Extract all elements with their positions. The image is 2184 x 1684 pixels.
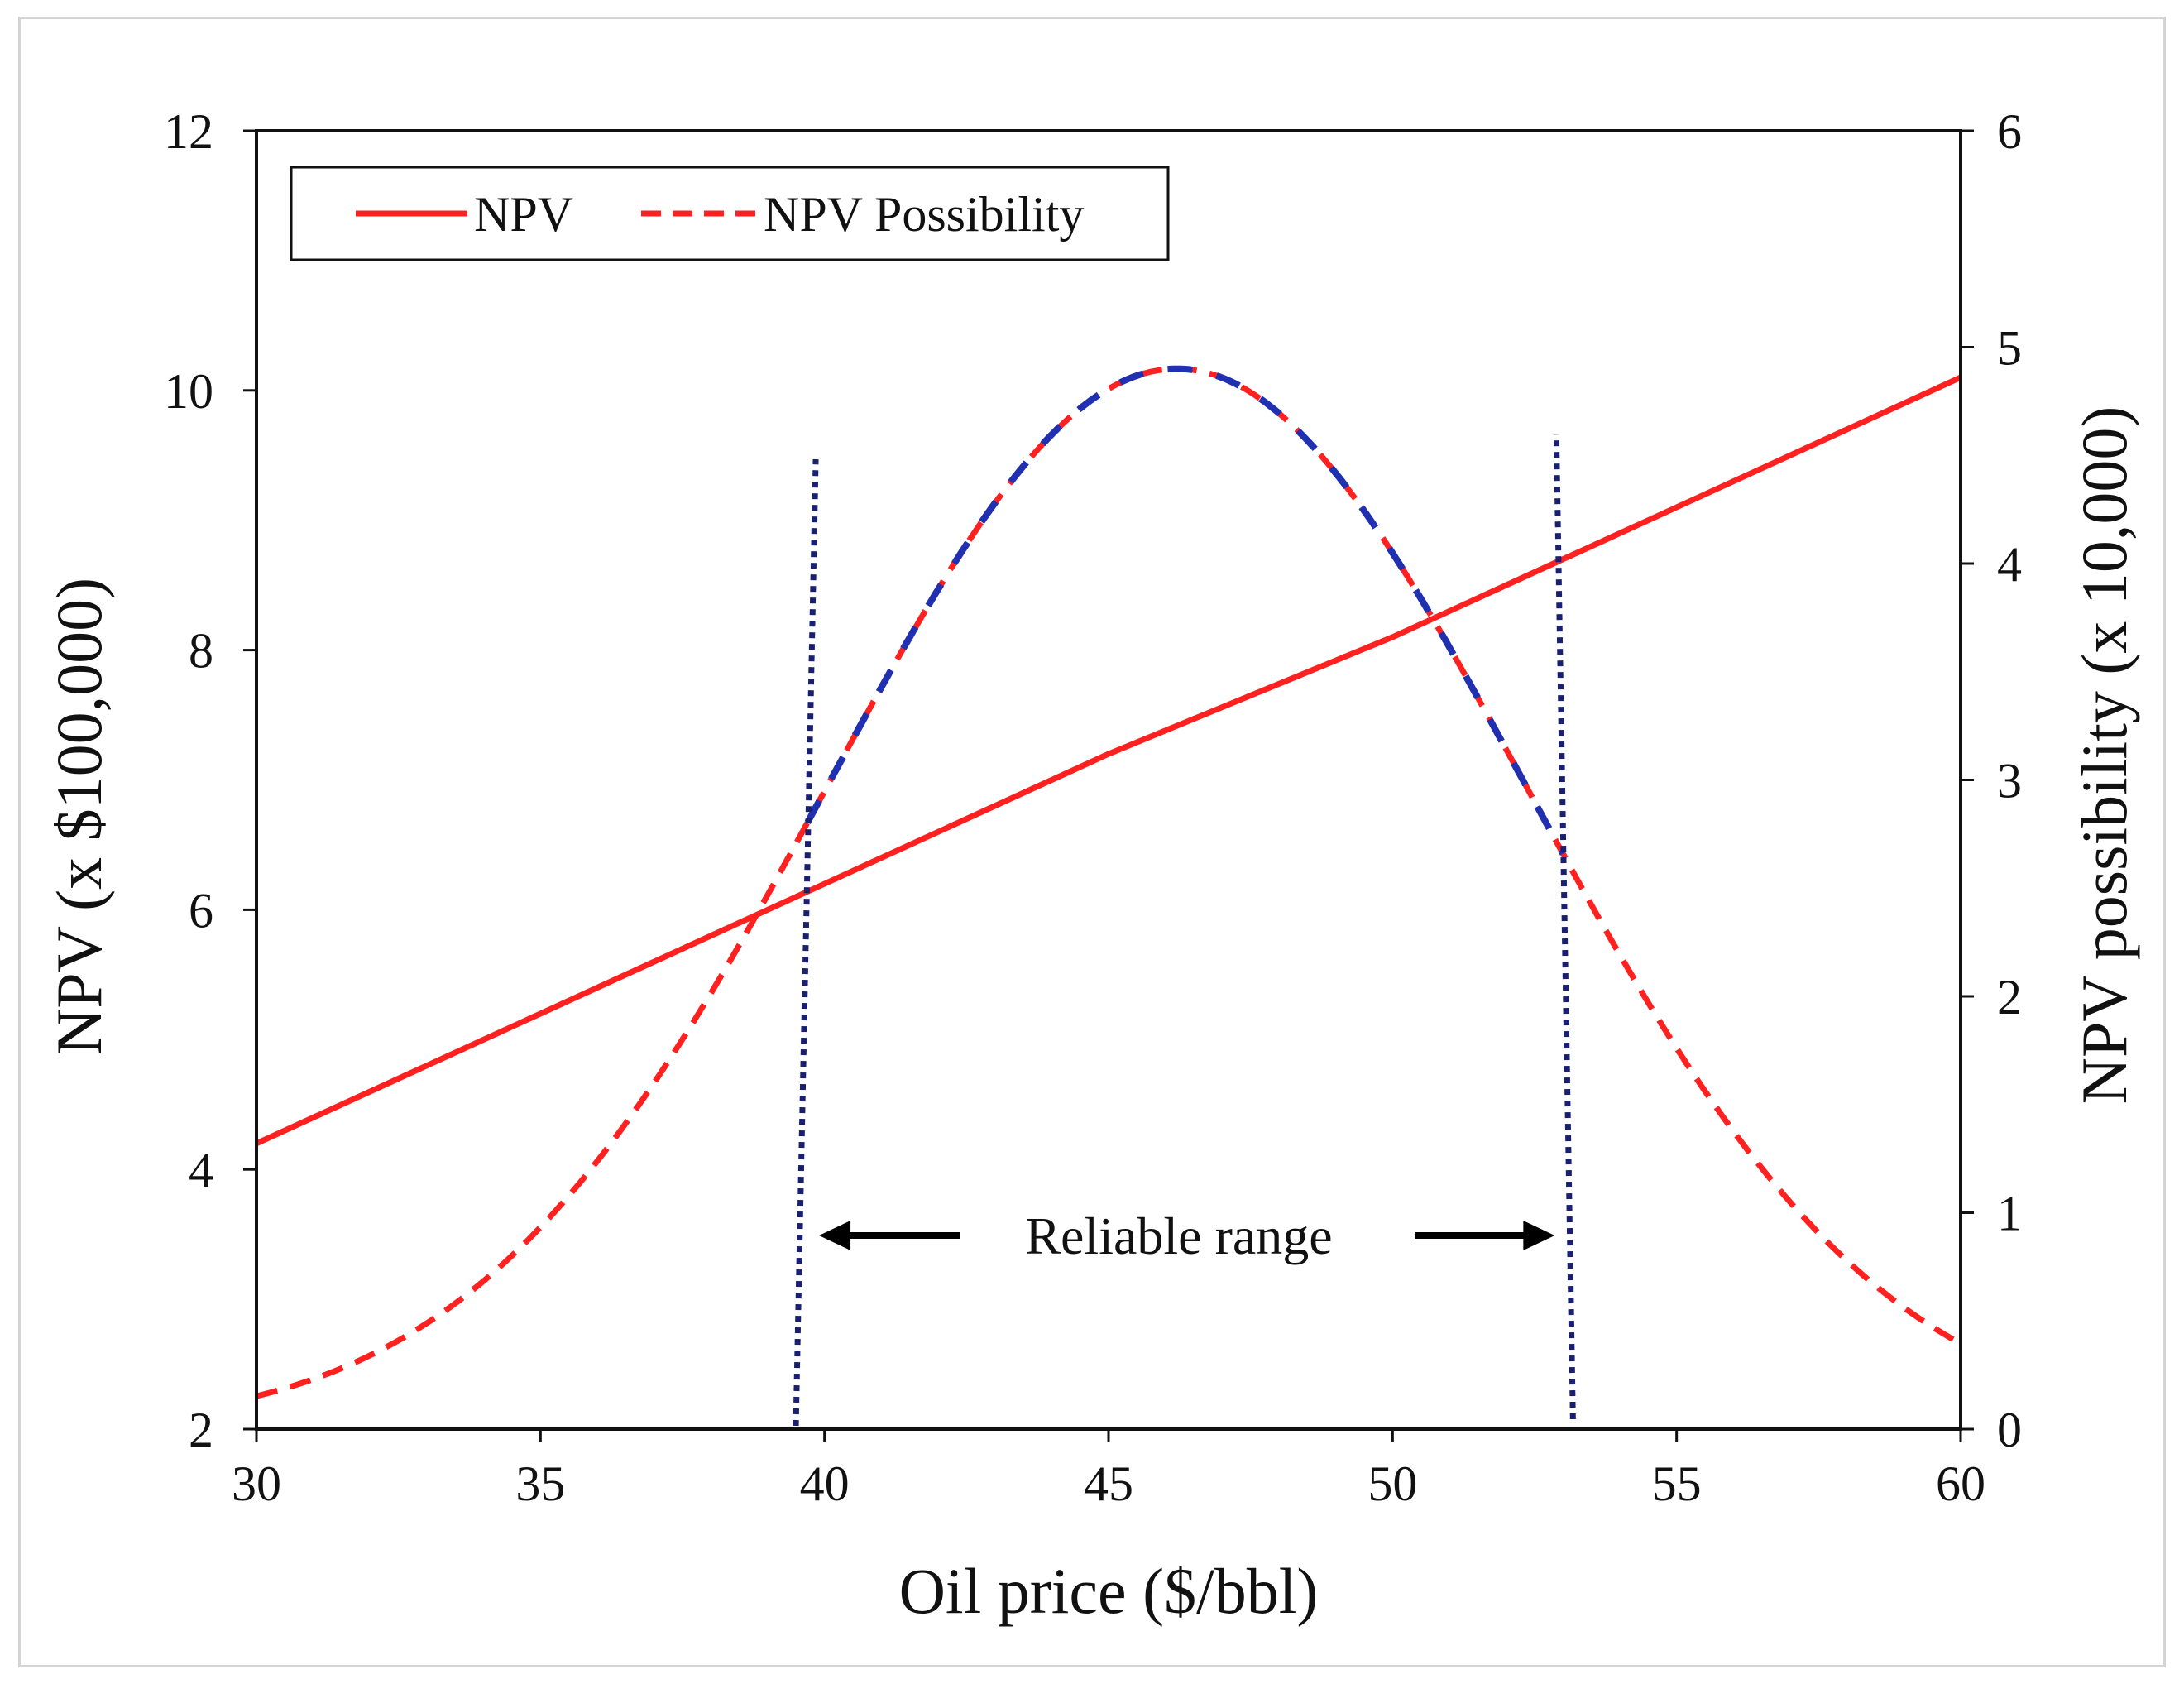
- y2-axis-title: NPV possibility (x 10,000): [2068, 406, 2140, 1105]
- x-axis-title: Oil price ($/bbl): [899, 1555, 1319, 1627]
- x-tick-label: 40: [800, 1456, 850, 1511]
- y-tick-label: 4: [189, 1143, 213, 1197]
- y-tick-label: 8: [189, 624, 213, 679]
- x-tick-label: 30: [232, 1456, 281, 1511]
- y-tick-label: 10: [164, 364, 213, 419]
- x-tick-label: 60: [1936, 1456, 1985, 1511]
- curves-layer: [255, 365, 1962, 1399]
- x-tick-label: 50: [1367, 1456, 1417, 1511]
- y-tick-label: 6: [189, 883, 213, 938]
- npv-possibility-reliable-segment: [804, 365, 1566, 856]
- reliable-range-arrows: [819, 1221, 1555, 1250]
- figure-frame: [18, 17, 2166, 1667]
- range-lines-layer: [793, 434, 1576, 1427]
- npv-line: [255, 374, 1962, 1146]
- reliable-range-left-line: [793, 458, 819, 1427]
- legend-npv-label: NPV: [474, 187, 573, 242]
- y2-tick-label: 2: [1997, 970, 2022, 1024]
- legend: NPV NPV Possibility: [290, 166, 1170, 261]
- y2-tick-label: 6: [1997, 104, 2022, 159]
- ticks-layer: [243, 129, 1974, 1442]
- labels-layer: Oil price ($/bbl) NPV (x $100,000) NPV p…: [43, 104, 2140, 1627]
- y-tick-label: 12: [164, 104, 213, 159]
- x-tick-label: 55: [1652, 1456, 1702, 1511]
- x-tick-label: 45: [1084, 1456, 1133, 1511]
- y2-tick-label: 5: [1997, 321, 2022, 376]
- reliable-range-label: Reliable range: [1025, 1207, 1332, 1265]
- x-tick-label: 35: [515, 1456, 565, 1511]
- reliable-range-right-line: [1553, 434, 1576, 1420]
- y-axis-title: NPV (x $100,000): [43, 578, 115, 1055]
- y2-tick-label: 1: [1997, 1187, 2022, 1241]
- legend-possibility-label: NPV Possibility: [764, 187, 1084, 242]
- y2-tick-label: 4: [1997, 537, 2022, 592]
- y2-tick-label: 3: [1997, 754, 2022, 808]
- arrow-left-head: [819, 1221, 851, 1250]
- arrow-right-head: [1523, 1221, 1555, 1250]
- y2-tick-label: 0: [1997, 1403, 2022, 1457]
- y-tick-label: 2: [189, 1403, 213, 1457]
